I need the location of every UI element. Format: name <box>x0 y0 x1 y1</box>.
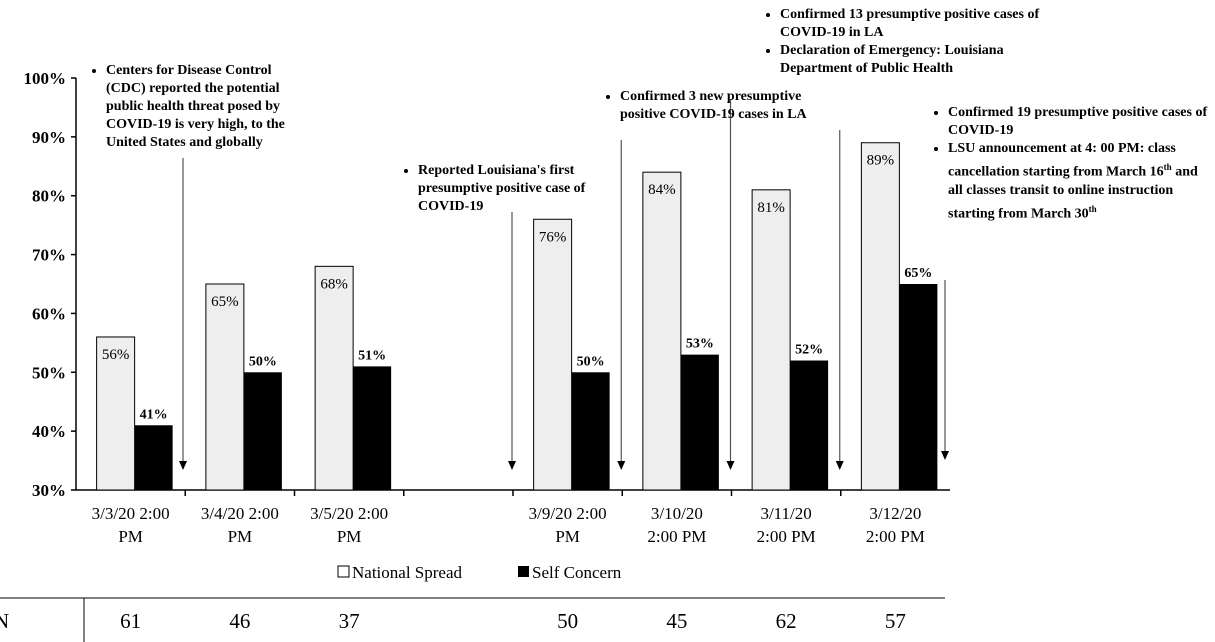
bar-national-spread <box>96 336 136 491</box>
annotation-emergency-text: Declaration of Emergency: Louisiana Depa… <box>780 42 1067 78</box>
y-tick-label: 60% <box>32 304 66 323</box>
annotation-thirteen-cases-text: Confirmed 13 presumptive positive cases … <box>780 6 1067 42</box>
x-tick-label: PM <box>337 527 362 546</box>
data-label-self-concern: 51% <box>358 348 386 363</box>
annotation-lsu-text: LSU announcement at 4: 00 PM: class canc… <box>948 140 1215 223</box>
x-tick-label: 2:00 PM <box>647 527 706 546</box>
annotation-three-cases-text: Confirmed 3 new presumptive positive COV… <box>620 88 807 124</box>
x-tick-label: 2:00 PM <box>866 527 925 546</box>
y-tick-label: 30% <box>32 481 66 500</box>
data-label-national-spread: 89% <box>867 153 895 169</box>
x-tick-label: PM <box>118 527 143 546</box>
y-tick-label: 50% <box>32 363 66 382</box>
data-label-self-concern: 65% <box>904 266 932 281</box>
x-tick-label: PM <box>555 527 580 546</box>
n-row-value: 61 <box>120 609 141 633</box>
bar-self-concern <box>680 354 719 490</box>
annotation-lsu: Confirmed 19 presumptive positive cases … <box>930 104 1215 223</box>
annotation-arrow-head <box>508 461 516 470</box>
legend-label-national-spread: National Spread <box>352 563 462 582</box>
annotation-arrow-head <box>726 461 735 470</box>
data-label-national-spread: 76% <box>539 229 567 245</box>
legend-label-self-concern: Self Concern <box>532 563 622 582</box>
y-tick-label: 90% <box>32 128 66 147</box>
y-tick-label: 100% <box>24 69 67 88</box>
data-label-self-concern: 52% <box>795 343 823 358</box>
annotation-arrow-head <box>835 461 844 470</box>
x-tick-label: 3/10/20 <box>651 504 703 523</box>
annotation-cdc: Centers for Disease Control (CDC) report… <box>88 62 298 152</box>
bar-national-spread <box>642 171 682 491</box>
bar-national-spread <box>533 218 573 491</box>
annotation-arrow-head <box>617 461 626 470</box>
n-row-value: 45 <box>666 609 687 633</box>
data-label-national-spread: 65% <box>211 294 239 310</box>
bar-self-concern <box>243 372 282 490</box>
annotation-three-cases: Confirmed 3 new presumptive positive COV… <box>602 88 807 124</box>
n-row-value: 50 <box>557 609 578 633</box>
annotation-nineteen-cases-text: Confirmed 19 presumptive positive cases … <box>948 104 1215 140</box>
data-label-self-concern: 53% <box>686 337 714 352</box>
bar-national-spread <box>314 265 354 491</box>
legend-swatch-national-spread <box>337 565 350 578</box>
x-tick-label: 3/11/20 <box>760 504 811 523</box>
data-label-national-spread: 68% <box>320 276 348 292</box>
data-label-self-concern: 50% <box>249 354 277 369</box>
x-tick-label: 3/9/20 2:00 <box>529 504 607 523</box>
annotation-arrow-head <box>179 461 187 470</box>
x-tick-label: 3/3/20 2:00 <box>92 504 170 523</box>
annotation-first-case-text: Reported Louisiana's first presumptive p… <box>418 162 595 216</box>
x-tick-label: 3/4/20 2:00 <box>201 504 279 523</box>
n-row-value: 46 <box>229 609 250 633</box>
n-row-label: N <box>0 609 9 633</box>
annotation-first-case: Reported Louisiana's first presumptive p… <box>400 162 595 216</box>
bar-self-concern <box>899 284 938 490</box>
legend-swatch-self-concern <box>518 566 529 577</box>
annotation-cdc-text: Centers for Disease Control (CDC) report… <box>106 62 298 152</box>
annotation-arrow-head <box>941 451 949 460</box>
bar-national-spread <box>205 283 245 491</box>
bar-national-spread <box>751 189 791 491</box>
y-tick-label: 70% <box>32 246 66 265</box>
x-tick-label: 3/5/20 2:00 <box>310 504 388 523</box>
x-tick-label: 2:00 PM <box>757 527 816 546</box>
bar-self-concern <box>571 372 610 490</box>
annotation-thirteen-cases: Confirmed 13 presumptive positive cases … <box>762 6 1067 78</box>
data-label-national-spread: 56% <box>102 347 130 363</box>
n-row-value: 57 <box>885 609 906 633</box>
bar-self-concern <box>353 366 392 490</box>
bar-self-concern <box>134 425 173 490</box>
x-tick-label: PM <box>228 527 253 546</box>
y-tick-label: 40% <box>32 422 66 441</box>
data-label-self-concern: 50% <box>577 354 605 369</box>
bar-self-concern <box>790 360 829 490</box>
data-label-national-spread: 84% <box>648 182 676 198</box>
data-label-self-concern: 41% <box>140 407 168 422</box>
n-row-value: 62 <box>776 609 797 633</box>
y-tick-label: 80% <box>32 187 66 206</box>
x-tick-label: 3/12/20 <box>869 504 921 523</box>
data-label-national-spread: 81% <box>757 200 785 216</box>
bar-national-spread <box>860 142 900 491</box>
n-row-value: 37 <box>339 609 360 633</box>
